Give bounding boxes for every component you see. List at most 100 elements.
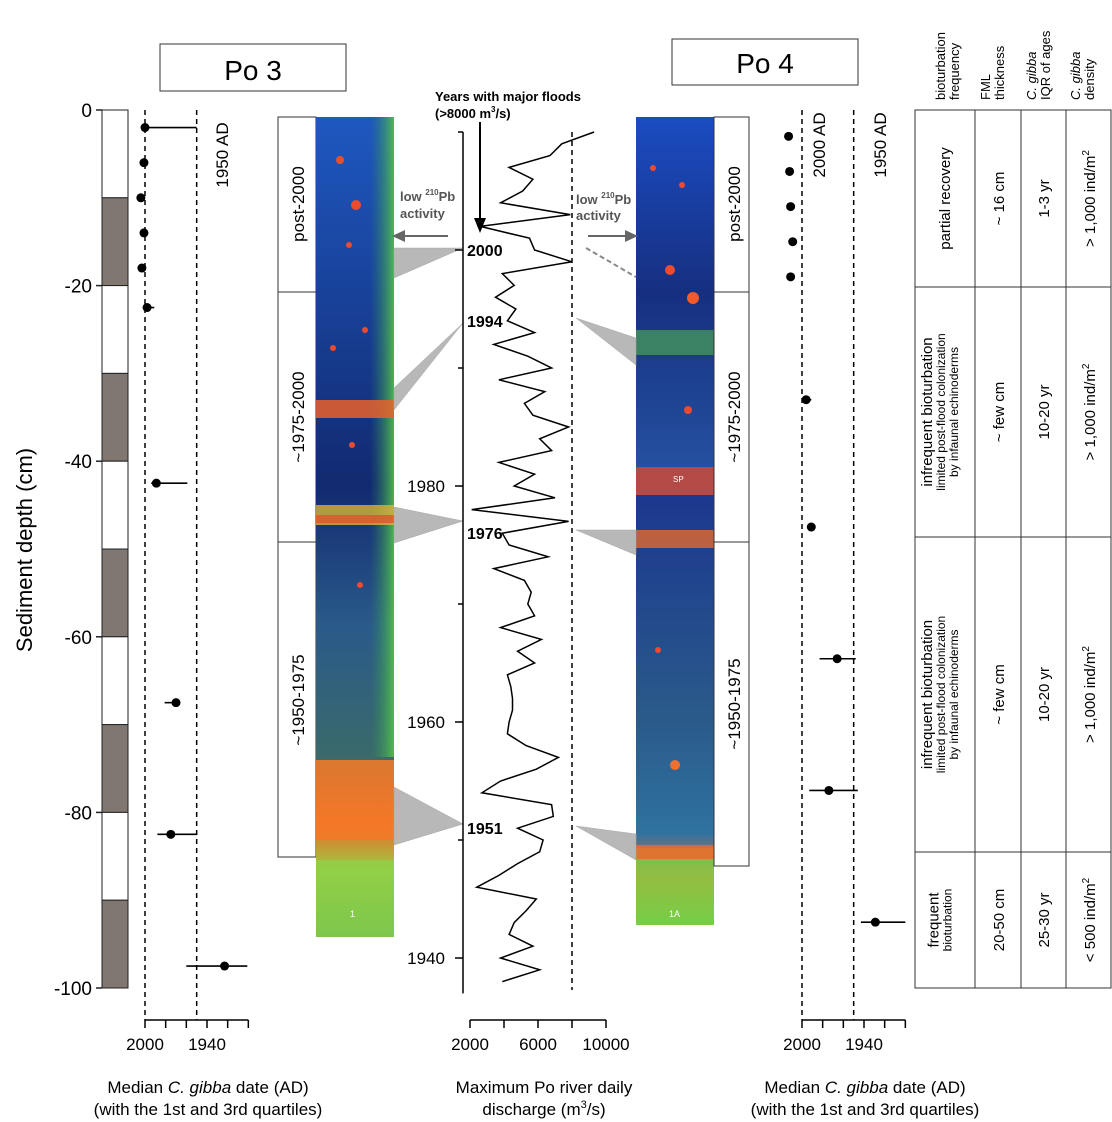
po3-median-point <box>139 228 149 238</box>
po4-ref-1950: 1950 AD <box>871 112 890 177</box>
flood-arrow-head <box>474 218 486 233</box>
density-superscript: 2 <box>1081 363 1092 369</box>
po4-core-mark: 1A <box>669 909 680 919</box>
table-cell-bioturbation: by infaunal echinoderms <box>947 347 961 477</box>
po3-median-point <box>140 123 150 133</box>
depth-tick-label: -20 <box>65 277 92 298</box>
po4-core-image: 1A SP <box>636 117 714 925</box>
table-cell-iqr: 10-20 yr <box>1036 384 1053 439</box>
discharge-xlabel-line1: Maximum Po river daily <box>456 1078 633 1097</box>
summary-table: bioturbation frequency FML thickness C. gibb… <box>914 30 1112 989</box>
po4-median-point <box>870 917 880 927</box>
po4-title-box <box>671 38 859 86</box>
year-tick-label: 1940 <box>407 949 445 968</box>
po4-period-boxes <box>713 116 750 867</box>
po3-median-point <box>171 698 181 708</box>
po4-median-point <box>786 272 796 282</box>
density-superscript: 2 <box>1081 877 1092 883</box>
discharge-x-tick-label: 10000 <box>582 1035 629 1054</box>
lithology-block <box>101 197 129 287</box>
po3-median-point <box>137 263 147 273</box>
table-cell-bioturbation: limited post-flood colonization <box>934 333 948 490</box>
density-superscript: 2 <box>1081 150 1092 156</box>
depth-tick-label: -60 <box>65 628 92 649</box>
po3-x-tick-label: 2000 <box>126 1035 164 1054</box>
depth-tick-labels: 0 -20 -40 -60 -80 -100 <box>54 101 92 1000</box>
svg-text:activity: activity <box>576 208 622 223</box>
density-value: < 500 ind/m <box>1082 883 1099 962</box>
table-cell-density: < 500 ind/m2 <box>1081 877 1099 962</box>
po4-period-1975-2000: ~1975-2000 <box>725 371 744 462</box>
po3-median-point <box>136 193 146 203</box>
po3-title-box <box>159 43 347 92</box>
po4-median-point <box>786 202 796 212</box>
table-cell-bioturbation: infrequent bioturbation <box>919 620 936 769</box>
table-cell-bioturbation: frequent <box>926 892 943 948</box>
table-header: FML <box>978 74 993 100</box>
po4-core-mark-sp: SP <box>673 475 684 484</box>
po4-median-point <box>832 654 842 664</box>
density-value: > 1,000 ind/m <box>1082 369 1099 460</box>
po3-median-point <box>220 961 230 971</box>
svg-text:low 210Pb: low 210Pb <box>576 191 631 207</box>
po3-median-point <box>139 158 149 168</box>
year-tick-label: 1980 <box>407 477 445 496</box>
low-pb-annotation-left: low 210Pb activity <box>392 188 455 242</box>
flood-year-label: 1994 <box>467 314 503 331</box>
discharge-x-tick-label: 2000 <box>451 1035 489 1054</box>
table-cell-fml: ~ few cm <box>991 664 1008 724</box>
po4-median-point <box>785 166 795 176</box>
po4-median-point <box>788 237 798 247</box>
po4-period-post2000: post-2000 <box>725 166 744 242</box>
depth-tick-label: -80 <box>65 803 92 824</box>
table-header: C. gibba <box>1068 52 1083 100</box>
po3-core-image: 1 <box>316 117 394 937</box>
table-border <box>914 109 1112 989</box>
po4-date-plot: 2000 1940 <box>783 110 907 1054</box>
table-cell-iqr: 25-30 yr <box>1036 892 1053 947</box>
po3-date-plot: 2000 1940 <box>126 110 250 1054</box>
table-cell-density: > 1,000 ind/m2 <box>1081 646 1099 743</box>
lithology-block <box>101 811 129 901</box>
discharge-series-line <box>471 131 595 983</box>
table-cell-density: > 1,000 ind/m2 <box>1081 150 1099 247</box>
po3-ref-1950: 1950 AD <box>213 122 232 187</box>
svg-text:activity: activity <box>400 206 446 221</box>
po4-title: Po 4 <box>736 48 794 79</box>
table-header: frequency <box>947 42 962 100</box>
table-cell-fml: 20-50 cm <box>991 889 1008 952</box>
depth-tick-label: 0 <box>81 101 92 122</box>
po4-median-point <box>824 785 834 795</box>
density-value: > 1,000 ind/m <box>1082 652 1099 743</box>
discharge-x-tick-label: 6000 <box>519 1035 557 1054</box>
po4-median-point <box>784 131 794 141</box>
po3-period-1975-2000: ~1975-2000 <box>289 371 308 462</box>
lithology-block <box>101 724 129 813</box>
po3-x-tick-label: 1940 <box>188 1035 226 1054</box>
po3-xlabel-line2: (with the 1st and 3rd quartiles) <box>94 1100 323 1119</box>
lithology-block <box>101 109 129 199</box>
po4-period-1950-1975: ~1950-1975 <box>725 658 744 749</box>
depth-tick-label: -100 <box>54 979 92 1000</box>
po3-core-mark: 1 <box>350 909 355 919</box>
y-axis-label: Sediment depth (cm) <box>12 448 37 652</box>
table-cell-density: > 1,000 ind/m2 <box>1081 363 1099 460</box>
year-tick-label: 1960 <box>407 713 445 732</box>
lithology-block <box>101 548 129 638</box>
discharge-plot: 1980 1960 1940 2000 1994 1976 1951 2000 6000 1000… <box>407 131 630 1054</box>
density-value: > 1,000 ind/m <box>1082 156 1099 247</box>
flood-header-unit: (>8000 m3/s) <box>435 105 511 121</box>
low-pb-annotation-right: low 210Pb activity <box>576 191 638 278</box>
po3-title: Po 3 <box>224 55 282 86</box>
table-cell-bioturbation: bioturbation <box>941 889 955 952</box>
table-header: bioturbation <box>933 32 948 100</box>
table-cell-bioturbation: infrequent bioturbation <box>919 337 936 486</box>
po4-x-tick-label: 2000 <box>783 1035 821 1054</box>
depth-tick-label: -40 <box>65 452 92 473</box>
table-cell-iqr: 1-3 yr <box>1036 179 1053 217</box>
po4-median-point <box>806 522 816 532</box>
lithology-block <box>101 285 129 374</box>
po3-median-point <box>166 829 176 839</box>
po3-period-1950-1975: ~1950-1975 <box>289 654 308 745</box>
